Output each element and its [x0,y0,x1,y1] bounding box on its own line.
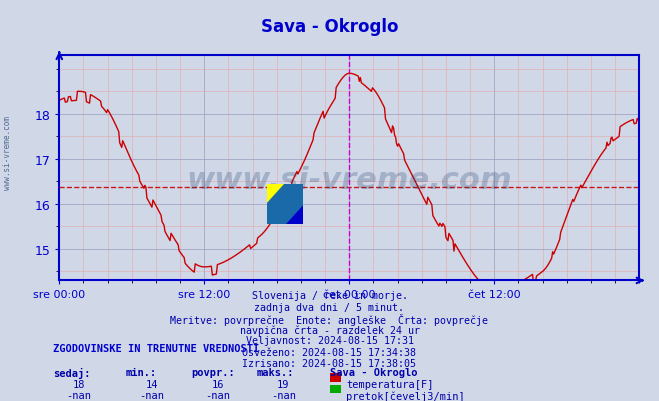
Text: -nan: -nan [271,390,296,400]
Text: Izrisano: 2024-08-15 17:38:05: Izrisano: 2024-08-15 17:38:05 [243,358,416,368]
Text: pretok[čevelj3/min]: pretok[čevelj3/min] [346,390,465,401]
Polygon shape [285,205,303,225]
Text: temperatura[F]: temperatura[F] [346,379,434,389]
Text: -nan: -nan [67,390,92,400]
Polygon shape [267,184,303,225]
Text: Osveženo: 2024-08-15 17:34:38: Osveženo: 2024-08-15 17:34:38 [243,347,416,357]
Text: sedaj:: sedaj: [53,367,90,378]
Text: maks.:: maks.: [257,367,295,377]
Text: 14: 14 [146,379,158,389]
Text: -nan: -nan [205,390,230,400]
Text: Meritve: povrprečne  Enote: angleške  Črta: povprečje: Meritve: povrprečne Enote: angleške Črta… [171,313,488,325]
Text: 16: 16 [212,379,223,389]
Polygon shape [267,184,285,205]
Text: 19: 19 [277,379,289,389]
Text: min.:: min.: [125,367,156,377]
Text: Slovenija / reke in morje.: Slovenija / reke in morje. [252,291,407,301]
Text: www.si-vreme.com: www.si-vreme.com [186,165,512,194]
Text: www.si-vreme.com: www.si-vreme.com [3,115,13,189]
Text: Sava - Okroglo: Sava - Okroglo [330,367,417,377]
Polygon shape [267,184,303,225]
Text: ZGODOVINSKE IN TRENUTNE VREDNOSTI: ZGODOVINSKE IN TRENUTNE VREDNOSTI [53,343,259,353]
Text: Sava - Okroglo: Sava - Okroglo [261,18,398,36]
Text: -nan: -nan [139,390,164,400]
Text: Veljavnost: 2024-08-15 17:31: Veljavnost: 2024-08-15 17:31 [246,336,413,346]
Text: povpr.:: povpr.: [191,367,235,377]
Text: navpična črta - razdelek 24 ur: navpična črta - razdelek 24 ur [239,324,420,335]
Text: zadnja dva dni / 5 minut.: zadnja dva dni / 5 minut. [254,302,405,312]
Text: 18: 18 [73,379,85,389]
